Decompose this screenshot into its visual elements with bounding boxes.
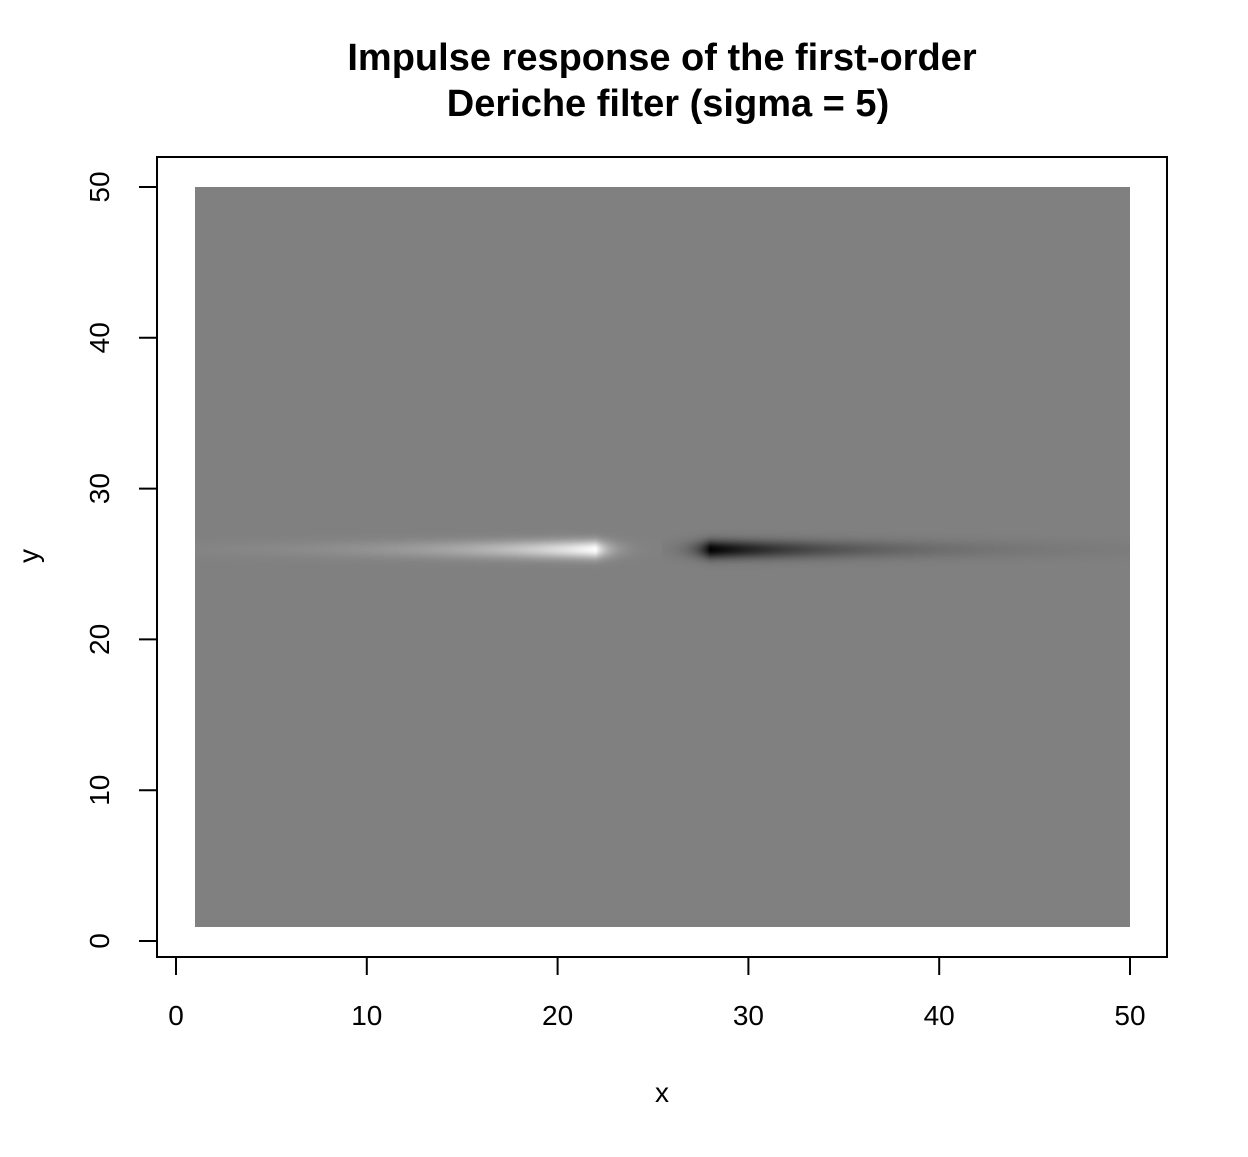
- heatmap-image: [195, 187, 1130, 927]
- x-tick-label: 50: [1114, 1000, 1145, 1031]
- x-tick-label: 20: [542, 1000, 573, 1031]
- chart-title-line-2: Deriche filter (sigma = 5): [447, 83, 889, 125]
- x-tick-label: 0: [168, 1000, 184, 1031]
- x-tick-label: 30: [733, 1000, 764, 1031]
- x-axis-title: x: [655, 1077, 669, 1108]
- x-tick-label: 40: [924, 1000, 955, 1031]
- y-tick-label: 30: [84, 473, 115, 504]
- x-axis: 0 10 20 30 40 50: [168, 956, 1146, 1031]
- heatmap: [195, 187, 1130, 927]
- y-tick-label: 50: [84, 171, 115, 202]
- chart-title-line-1: Impulse response of the first-order: [347, 37, 976, 79]
- y-tick-label: 0: [84, 933, 115, 949]
- y-axis-title: y: [13, 549, 44, 563]
- y-tick-label: 20: [84, 624, 115, 655]
- chart-title: Impulse response of the first-order Deri…: [347, 37, 976, 125]
- y-tick-label: 40: [84, 322, 115, 353]
- y-axis: 0 10 20 30 40 50: [84, 171, 158, 949]
- x-tick-label: 10: [351, 1000, 382, 1031]
- y-tick-label: 10: [84, 775, 115, 806]
